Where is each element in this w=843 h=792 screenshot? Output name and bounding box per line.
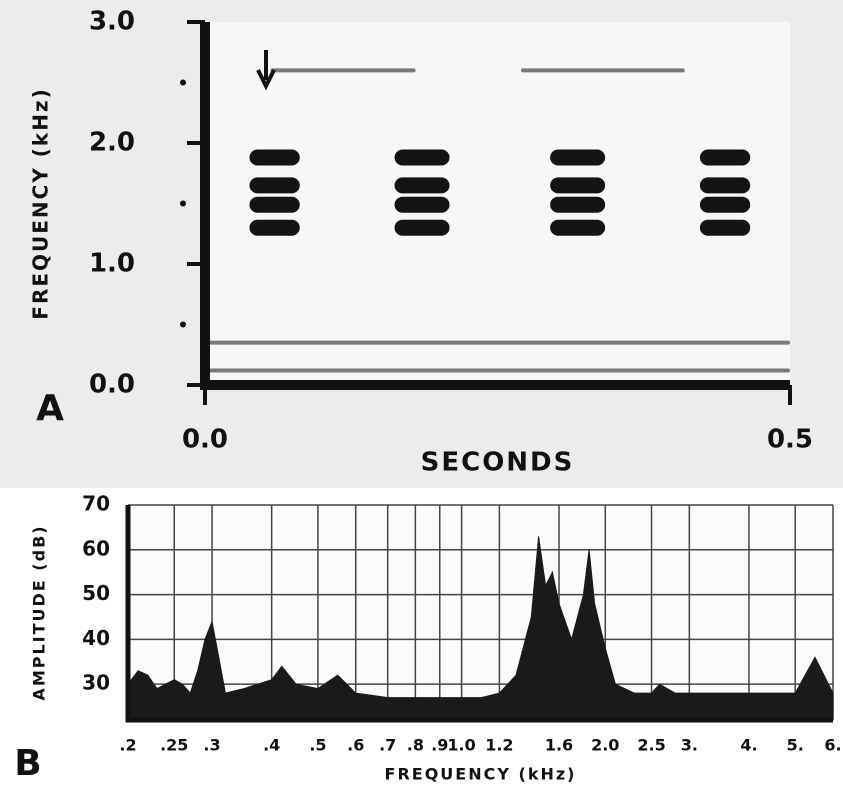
note-band bbox=[249, 177, 300, 194]
panel-a-plot bbox=[205, 22, 790, 385]
note-band bbox=[249, 149, 300, 166]
note-band bbox=[249, 219, 300, 236]
harmonic-line bbox=[520, 68, 685, 73]
x-tick-label: .2 bbox=[119, 736, 136, 755]
note-band bbox=[394, 219, 450, 236]
x-tick-label: 1.0 bbox=[447, 736, 475, 755]
y-tick-label: 3.0 bbox=[89, 7, 135, 37]
note-band bbox=[550, 219, 606, 236]
note-band bbox=[249, 196, 300, 213]
x-tick-label: .3 bbox=[203, 736, 220, 755]
y-axis-label: FREQUENCY (kHz) bbox=[29, 87, 53, 319]
harmonic-line bbox=[205, 368, 790, 373]
note-band bbox=[699, 219, 751, 236]
note-band bbox=[550, 149, 606, 166]
note-band bbox=[699, 149, 751, 166]
y-tick-label: 2.0 bbox=[89, 128, 135, 158]
minor-tick bbox=[180, 321, 186, 328]
harmonic-line bbox=[270, 68, 416, 73]
x-tick-label: 0.5 bbox=[767, 425, 813, 455]
y-tick-label: 70 bbox=[82, 492, 110, 516]
x-tick-label: 2.5 bbox=[637, 736, 665, 755]
x-tick-label: .8 bbox=[407, 736, 424, 755]
spectrum-area bbox=[127, 536, 834, 721]
x-tick-label: 6. bbox=[824, 736, 841, 755]
note-band bbox=[699, 196, 751, 213]
x-tick-label: 3. bbox=[681, 736, 698, 755]
x-tick-label: .5 bbox=[309, 736, 326, 755]
x-tick-label: 1.2 bbox=[485, 736, 513, 755]
x-tick-label: .25 bbox=[160, 736, 188, 755]
harmonic-line bbox=[205, 340, 790, 345]
panel-label: B bbox=[14, 743, 41, 784]
x-tick-label: 1.6 bbox=[545, 736, 573, 755]
x-tick-label: 4. bbox=[740, 736, 757, 755]
y-tick-label: 50 bbox=[82, 581, 110, 605]
x-tick-label: 2.0 bbox=[591, 736, 619, 755]
note-band bbox=[394, 196, 450, 213]
note-band bbox=[394, 149, 450, 166]
note-band bbox=[699, 177, 751, 194]
y-tick-label: 0.0 bbox=[89, 370, 135, 400]
y-tick-label: 30 bbox=[82, 671, 110, 695]
x-tick-label: 5. bbox=[787, 736, 804, 755]
x-tick-label: .7 bbox=[379, 736, 396, 755]
x-tick-label: .4 bbox=[263, 736, 280, 755]
y-tick-label: 60 bbox=[82, 536, 110, 560]
note-band bbox=[550, 177, 606, 194]
panel-label: A bbox=[36, 388, 64, 429]
x-tick-label: .6 bbox=[347, 736, 364, 755]
minor-tick bbox=[180, 200, 186, 207]
y-axis-label: AMPLITUDE (dB) bbox=[30, 524, 49, 700]
x-tick-label: .9 bbox=[431, 736, 448, 755]
x-axis-label: SECONDS bbox=[421, 448, 575, 478]
minor-tick bbox=[180, 79, 186, 86]
note-band bbox=[550, 196, 606, 213]
x-tick-label: 0.0 bbox=[182, 425, 228, 455]
panel-b-plot bbox=[128, 505, 833, 720]
note-band bbox=[394, 177, 450, 194]
x-axis-label: FREQUENCY (kHz) bbox=[385, 765, 577, 784]
y-tick-label: 1.0 bbox=[89, 249, 135, 279]
arrow bbox=[256, 50, 276, 91]
y-tick-label: 40 bbox=[82, 626, 110, 650]
